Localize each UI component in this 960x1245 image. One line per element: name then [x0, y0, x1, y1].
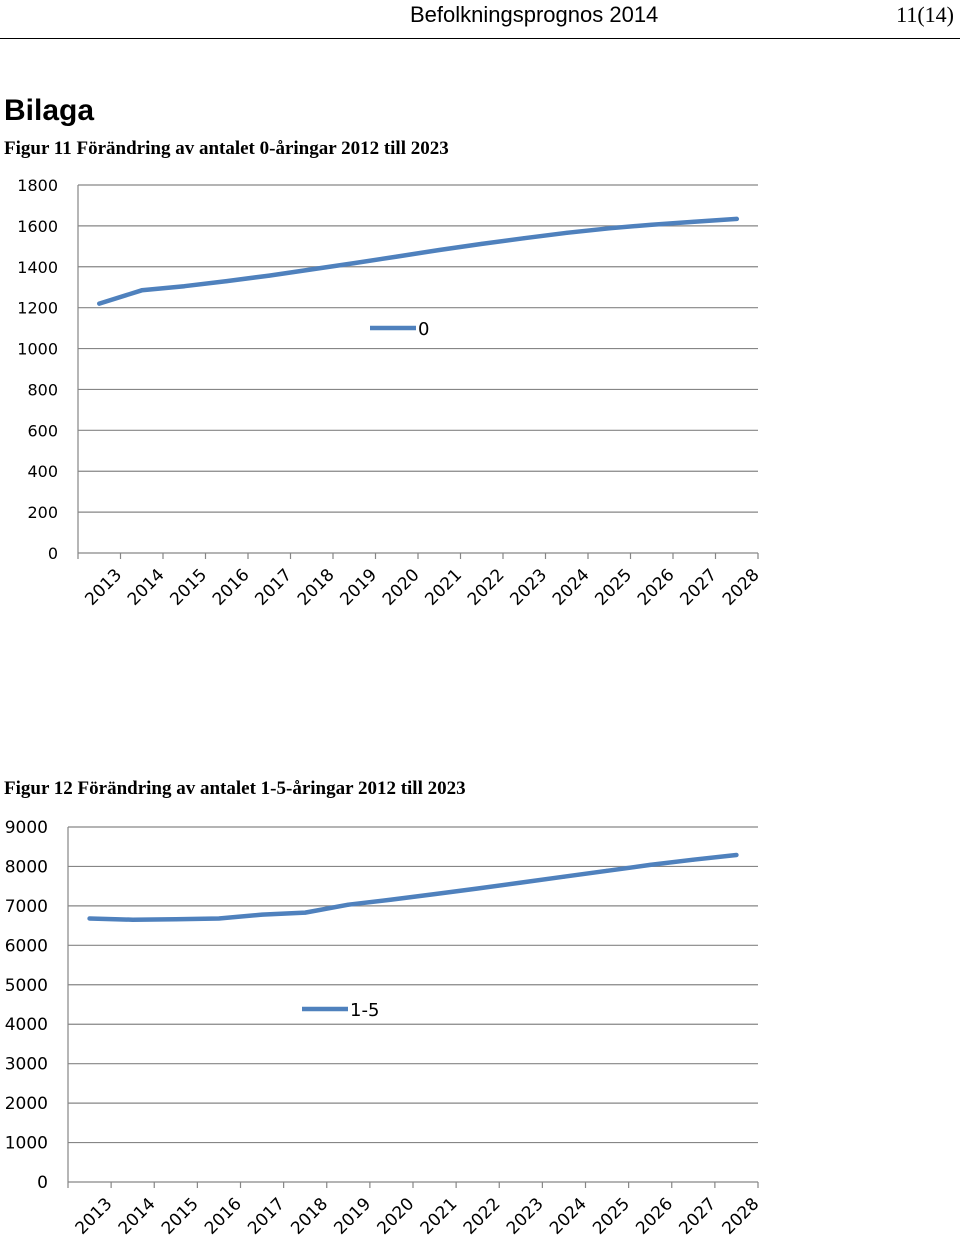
figure-11-caption: Figur 11 Förändring av antalet 0-åringar…: [4, 138, 449, 159]
data-point: [691, 857, 696, 862]
page-number: 11(14): [896, 2, 954, 27]
y-tick-label: 5000: [5, 976, 48, 996]
x-tick-label: 2025: [591, 565, 636, 610]
data-point: [561, 874, 566, 879]
header-divider: [0, 38, 960, 39]
x-tick-label: 2016: [201, 1194, 246, 1239]
x-tick-label: 2023: [503, 1194, 548, 1239]
y-tick-label: 200: [27, 503, 58, 522]
y-tick-label: 3000: [5, 1055, 48, 1075]
data-point: [605, 868, 610, 873]
y-tick-label: 1000: [17, 340, 58, 359]
y-tick-label: 400: [27, 462, 58, 481]
section-heading: Bilaga: [4, 94, 95, 127]
data-point: [87, 916, 92, 921]
x-tick-label: 2021: [421, 565, 466, 610]
y-tick-label: 9000: [5, 818, 48, 838]
x-tick-label: 2021: [417, 1194, 462, 1239]
data-point: [394, 254, 399, 259]
data-point: [182, 284, 187, 289]
x-tick-label: 2022: [464, 565, 509, 610]
data-point: [389, 897, 394, 902]
x-tick-label: 2018: [287, 1194, 332, 1239]
x-tick-label: 2014: [115, 1194, 160, 1239]
y-tick-label: 4000: [5, 1015, 48, 1035]
data-point: [649, 222, 654, 227]
x-tick-label: 2028: [719, 565, 764, 610]
x-tick-label: 2016: [209, 565, 254, 610]
y-tick-label: 1400: [17, 258, 58, 277]
x-tick-label: 2024: [549, 565, 594, 610]
data-point: [437, 248, 442, 253]
y-tick-label: 6000: [5, 936, 48, 956]
figure-11-chart: 0200400600800100012001400160018002013201…: [17, 176, 764, 610]
legend-label: 0: [418, 319, 429, 340]
data-point: [352, 261, 357, 266]
data-point: [303, 910, 308, 915]
x-tick-label: 2024: [546, 1194, 591, 1239]
y-tick-label: 1800: [17, 176, 58, 195]
x-tick-label: 2026: [634, 565, 679, 610]
x-tick-label: 2017: [251, 565, 296, 610]
data-point: [734, 216, 739, 221]
data-point: [346, 902, 351, 907]
y-tick-label: 1000: [5, 1134, 48, 1154]
x-tick-label: 2026: [632, 1194, 677, 1239]
x-tick-label: 2020: [374, 1194, 419, 1239]
data-point: [648, 862, 653, 867]
y-tick-label: 1600: [17, 217, 58, 236]
x-tick-label: 2028: [719, 1194, 764, 1239]
x-tick-label: 2025: [589, 1194, 634, 1239]
x-tick-label: 2022: [460, 1194, 505, 1239]
x-tick-label: 2017: [244, 1194, 289, 1239]
data-point: [139, 288, 144, 293]
data-point: [216, 916, 221, 921]
y-tick-label: 0: [48, 544, 58, 563]
data-point: [97, 301, 102, 306]
x-tick-label: 2013: [72, 1194, 117, 1239]
data-point: [267, 273, 272, 278]
y-tick-label: 800: [27, 380, 58, 399]
y-tick-label: 7000: [5, 897, 48, 917]
data-point: [173, 917, 178, 922]
series-line: [97, 216, 740, 306]
data-point: [260, 912, 265, 917]
data-point: [479, 241, 484, 246]
x-tick-label: 2014: [124, 565, 169, 610]
y-tick-label: 1200: [17, 299, 58, 318]
data-point: [607, 226, 612, 231]
data-point: [475, 886, 480, 891]
y-tick-label: 600: [27, 421, 58, 440]
data-point: [130, 917, 135, 922]
x-tick-label: 2023: [506, 565, 551, 610]
x-tick-label: 2013: [81, 565, 126, 610]
x-tick-label: 2015: [158, 1194, 203, 1239]
y-tick-label: 2000: [5, 1094, 48, 1114]
x-tick-label: 2015: [166, 565, 211, 610]
x-tick-label: 2019: [336, 565, 381, 610]
document-header-title: Befolkningsprognos 2014: [410, 2, 659, 27]
data-point: [224, 279, 229, 284]
data-point: [518, 880, 523, 885]
series-line: [87, 852, 739, 922]
data-point: [734, 853, 739, 858]
x-tick-label: 2027: [676, 565, 721, 610]
data-point: [522, 236, 527, 241]
x-tick-label: 2018: [294, 565, 339, 610]
data-point: [692, 219, 697, 224]
figure-12-caption: Figur 12 Förändring av antalet 1-5-åring…: [4, 778, 466, 799]
x-tick-label: 2019: [330, 1194, 375, 1239]
y-tick-label: 8000: [5, 857, 48, 877]
figure-12-chart: 0 1000 2000 3000 4000 5000 6000 7000 8000 9000 201…: [5, 818, 764, 1239]
data-point: [432, 892, 437, 897]
y-tick-label: 0: [37, 1173, 48, 1193]
data-point: [564, 230, 569, 235]
x-tick-label: 2027: [675, 1194, 720, 1239]
x-tick-label: 2020: [379, 565, 424, 610]
data-point: [309, 267, 314, 272]
legend-label: 1-5: [350, 1000, 379, 1021]
